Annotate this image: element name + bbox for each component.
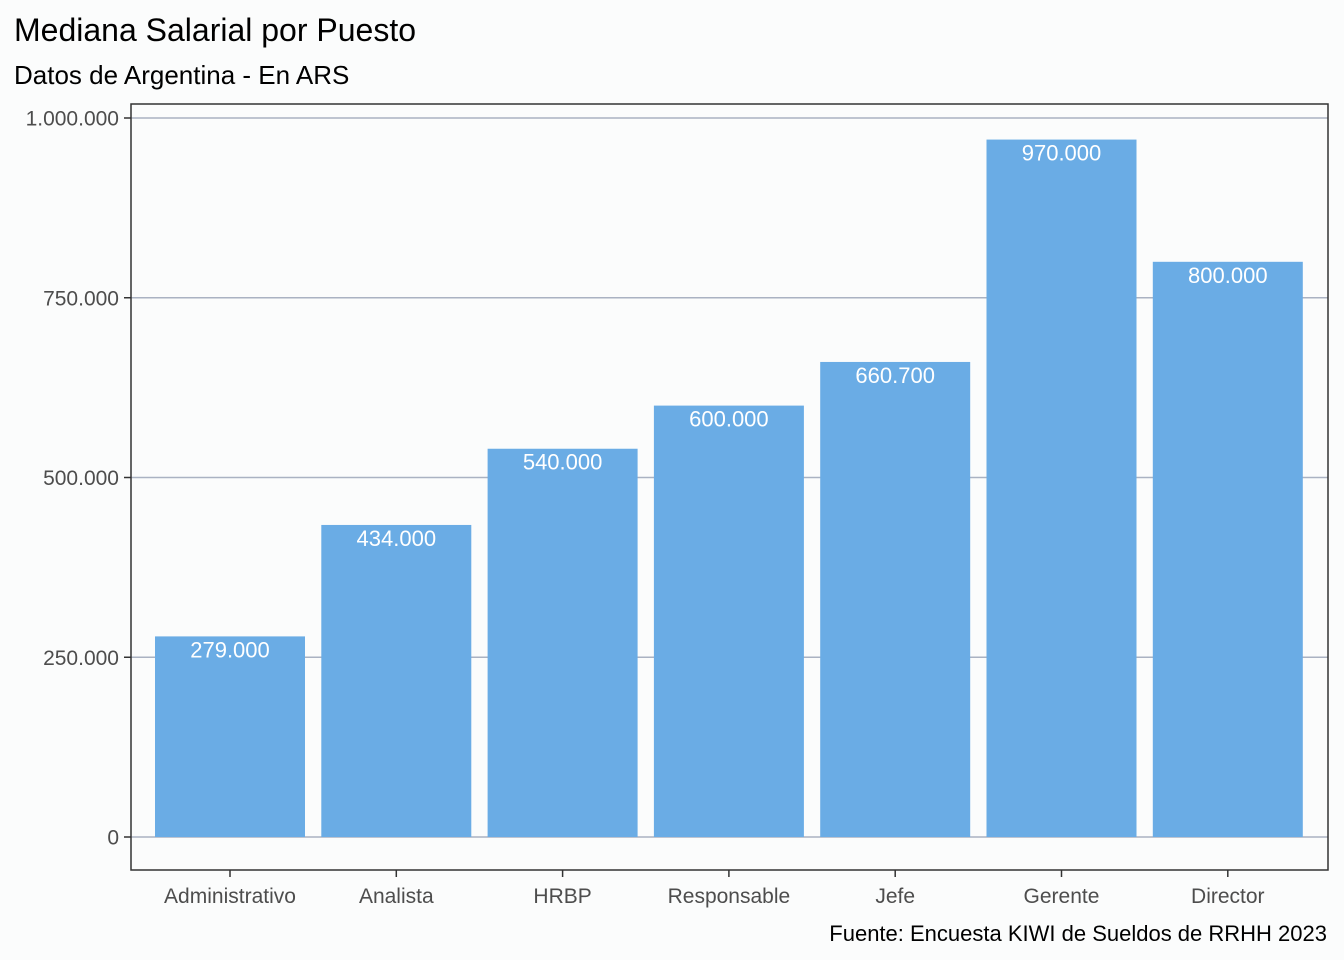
y-tick-label: 0 — [107, 827, 119, 850]
bar-value-label: 434.000 — [357, 526, 437, 551]
x-tick-label: Analista — [359, 885, 434, 908]
bar-value-label: 279.000 — [190, 637, 270, 662]
y-tick-label: 750.000 — [43, 287, 119, 310]
x-tick-label: Jefe — [875, 885, 915, 908]
chart-subtitle: Datos de Argentina - En ARS — [14, 60, 349, 90]
bar — [986, 139, 1137, 837]
bar — [321, 524, 472, 837]
x-tick-label: Responsable — [668, 885, 791, 908]
y-tick-label: 250.000 — [43, 647, 119, 670]
y-axis: 0 250.000 500.000 750.000 1.000.000 — [26, 108, 131, 850]
bars — [155, 139, 1303, 837]
bar-value-labels: 279.000 434.000 540.000 600.000 660.700 970.0… — [190, 141, 1267, 663]
bar — [1152, 261, 1303, 837]
bar-value-label: 970.000 — [1022, 141, 1102, 166]
chart-title: Mediana Salarial por Puesto — [14, 12, 416, 48]
x-axis: Administrativo Analista HRBP Responsable Jef… — [164, 870, 1265, 908]
chart-caption: Fuente: Encuesta KIWI de Sueldos de RRHH… — [829, 921, 1327, 946]
y-tick-label: 500.000 — [43, 467, 119, 490]
y-tick-label: 1.000.000 — [26, 108, 119, 131]
x-tick-label: Administrativo — [164, 885, 296, 908]
x-tick-label: HRBP — [533, 885, 591, 908]
x-tick-label: Gerente — [1024, 885, 1100, 908]
bar-value-label: 800.000 — [1188, 263, 1268, 288]
bar-value-label: 660.700 — [855, 363, 935, 388]
bar-value-label: 540.000 — [523, 450, 603, 475]
bar — [487, 448, 638, 837]
bar — [653, 405, 804, 837]
x-tick-label: Director — [1191, 885, 1265, 908]
bar — [155, 636, 305, 837]
bar-value-label: 600.000 — [689, 407, 769, 432]
bar — [820, 361, 971, 837]
